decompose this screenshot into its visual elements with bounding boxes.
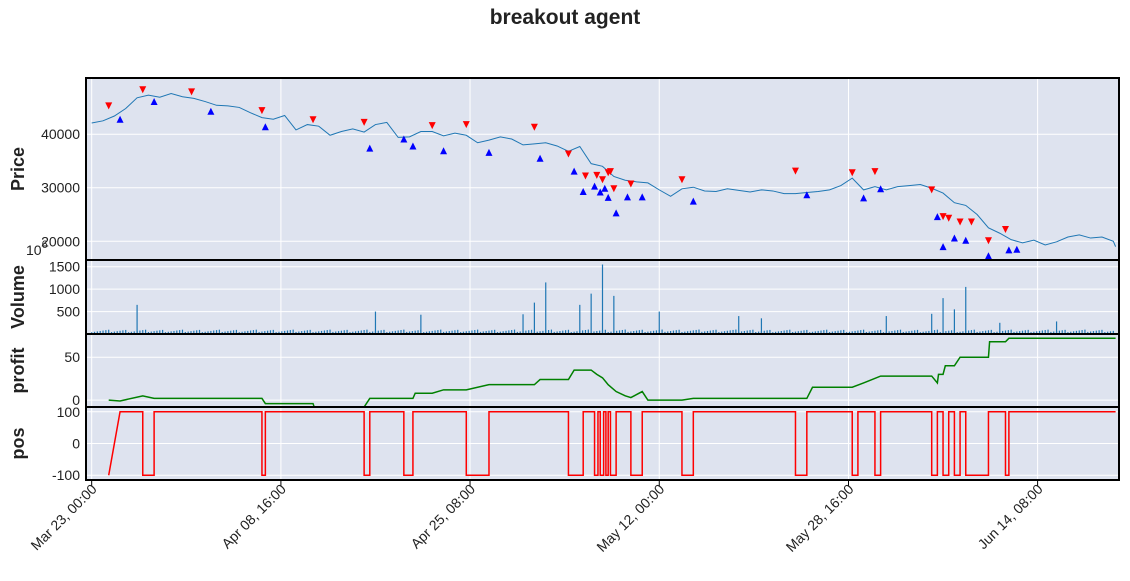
- price-plot-area: [86, 78, 1119, 260]
- buy-marker: [536, 154, 544, 162]
- x-tick-label: Apr 25, 08:00: [407, 481, 478, 552]
- sell-marker: [105, 102, 113, 110]
- sell-marker: [258, 107, 266, 115]
- buy-marker: [984, 252, 992, 260]
- sell-marker: [599, 176, 606, 184]
- buy-marker: [1013, 245, 1021, 253]
- pos-panel-border: [85, 406, 1120, 481]
- sell-marker: [462, 121, 470, 129]
- sell-marker: [939, 213, 947, 221]
- buy-marker: [579, 187, 587, 195]
- sell-marker: [188, 88, 196, 96]
- pos-y-tick-label: 0: [72, 436, 80, 452]
- x-tick-label: May 12, 00:00: [593, 481, 667, 555]
- profit-plot-area: [86, 334, 1119, 407]
- buy-marker: [623, 193, 631, 201]
- sell-marker: [610, 185, 618, 193]
- sell-marker: [848, 169, 856, 177]
- buy-marker: [440, 147, 448, 155]
- sell-marker: [606, 168, 614, 176]
- sell-marker: [967, 218, 975, 226]
- volume-y-tick-label: 1500: [49, 259, 80, 275]
- sell-marker: [984, 237, 992, 245]
- buy-marker: [689, 197, 697, 205]
- price-y-tick-label: 40000: [41, 126, 80, 142]
- sell-marker: [678, 176, 686, 184]
- volume-y-tick-label: 500: [57, 304, 81, 320]
- x-tick-label: May 28, 16:00: [783, 481, 857, 555]
- profit-y-tick-label: 50: [64, 349, 80, 365]
- sell-marker: [791, 167, 799, 175]
- chart-title: breakout agent: [489, 6, 641, 29]
- sell-marker: [581, 172, 589, 180]
- pos-y-tick-label: 100: [57, 404, 81, 420]
- x-tick-label: Apr 08, 16:00: [218, 481, 289, 552]
- profit-y-tick-label: 0: [72, 392, 80, 408]
- buy-marker: [803, 191, 811, 199]
- volume-y-axis-label: Volume: [8, 265, 28, 329]
- buy-marker: [604, 193, 612, 201]
- buy-marker: [400, 135, 408, 143]
- buy-marker: [950, 234, 958, 242]
- price-y-tick-label: 30000: [41, 180, 80, 196]
- buy-marker: [150, 98, 158, 106]
- sell-marker: [530, 123, 538, 131]
- buy-marker: [638, 193, 646, 201]
- profit-y-axis-label: profit: [8, 348, 28, 394]
- sell-marker: [564, 150, 572, 158]
- buy-marker: [570, 167, 578, 175]
- sell-marker: [871, 168, 879, 176]
- buy-marker: [485, 148, 493, 156]
- buy-marker: [601, 184, 609, 192]
- buy-marker: [962, 236, 970, 244]
- sell-marker: [1001, 225, 1009, 233]
- sell-marker: [593, 171, 601, 179]
- volume-exponent-label: 106: [26, 239, 48, 258]
- sell-marker: [627, 180, 635, 188]
- buy-marker: [939, 243, 947, 251]
- sell-marker: [309, 116, 317, 124]
- buy-marker: [1005, 246, 1013, 254]
- position-line: [107, 411, 1116, 476]
- buy-marker: [591, 182, 599, 190]
- price-y-axis-label: Price: [8, 147, 28, 191]
- sell-marker: [956, 218, 964, 226]
- sell-marker: [139, 86, 147, 94]
- sell-marker: [945, 214, 953, 222]
- x-tick-label: Mar 23, 00:00: [27, 481, 100, 554]
- pos-y-tick-label: -100: [52, 467, 80, 483]
- price-y-tick-label: 20000: [41, 233, 80, 249]
- buy-marker: [207, 107, 215, 115]
- buy-marker: [612, 209, 620, 217]
- buy-marker: [860, 194, 868, 202]
- sell-marker: [360, 118, 368, 126]
- buy-marker: [877, 185, 885, 193]
- volume-y-tick-label: 1000: [49, 281, 80, 297]
- buy-marker: [366, 144, 374, 152]
- buy-marker: [933, 213, 941, 221]
- buy-marker: [261, 123, 269, 131]
- pos-y-axis-label: pos: [8, 427, 28, 459]
- buy-marker: [409, 142, 417, 150]
- sell-marker: [428, 122, 436, 130]
- sell-marker: [928, 186, 936, 194]
- buy-marker: [116, 115, 124, 123]
- buy-marker: [596, 188, 604, 196]
- x-tick-label: Jun 14, 08:00: [974, 481, 1045, 552]
